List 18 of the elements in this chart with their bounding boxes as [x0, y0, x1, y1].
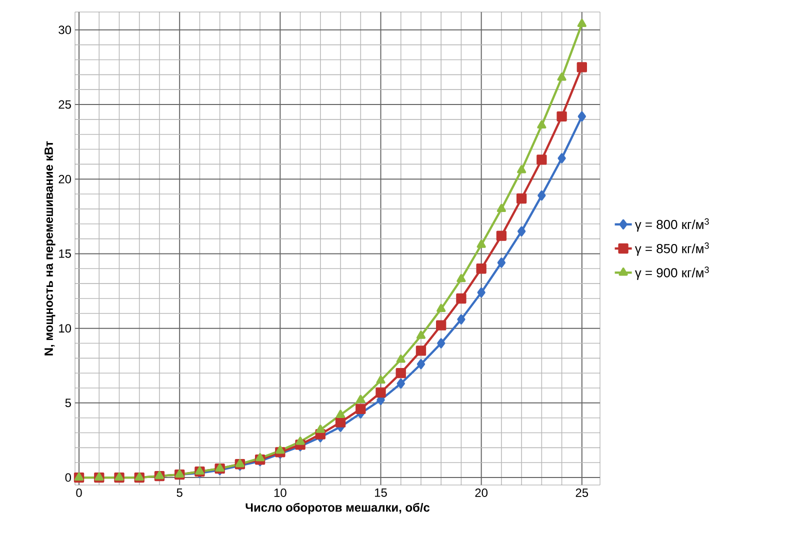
y-tick-label: 0 — [65, 473, 72, 482]
y-tick-label: 25 — [58, 100, 71, 109]
x-tick-label: 20 — [475, 488, 488, 497]
legend-label: γ = 800 кг/м$^{3}$ — [634, 218, 709, 232]
y-tick-label: 20 — [58, 174, 72, 184]
legend-label: γ = 900 кг/м$^{3}$ — [634, 266, 709, 280]
y-tick-label: 30 — [58, 26, 72, 34]
x-tick-label: 5 — [176, 488, 182, 497]
x-tick-label: 10 — [274, 488, 286, 497]
x-tick-label: 15 — [375, 488, 387, 497]
legend-label: γ = 850 кг/м$^{3}$ — [634, 242, 709, 256]
y-tick-label: 15 — [59, 250, 71, 258]
y-axis-title: N, мощность на перемешивание кВт — [44, 141, 56, 356]
y-tick-label: 5 — [65, 398, 71, 408]
x-tick-label: 25 — [576, 488, 588, 497]
y-tick-label: 10 — [59, 324, 72, 333]
x-axis-title: Число оборотов мешалки, об/с — [246, 502, 430, 514]
x-tick-label: 0 — [76, 488, 82, 497]
